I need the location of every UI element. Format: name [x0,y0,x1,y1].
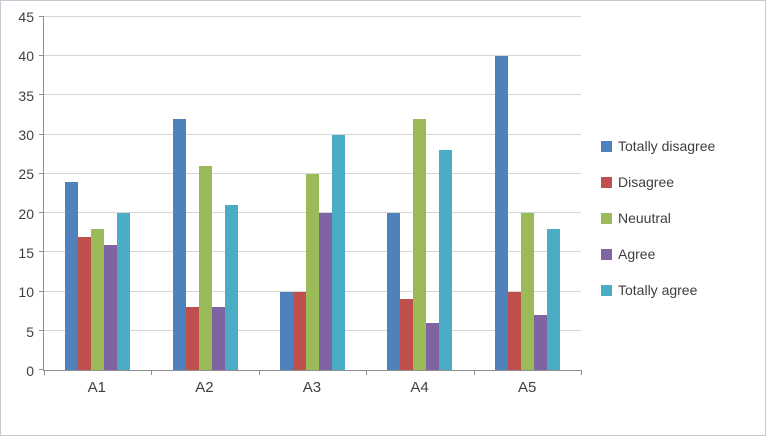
y-tick-mark [39,16,44,17]
x-axis-label: A2 [195,379,214,396]
legend-swatch-icon [601,176,612,188]
x-axis-label: A5 [517,379,537,396]
x-tick-mark [44,370,45,375]
y-tick-label: 20 [18,205,34,222]
y-tick-mark [39,212,44,214]
legend-label: Agree [618,246,656,262]
x-axis-labels: A1 A2 A3 A4 A5 [43,379,581,396]
legend-item: Neuutral [601,210,715,226]
y-tick-mark [39,133,44,135]
x-tick-mark [366,370,368,375]
bar [494,56,508,370]
bar-group-a3 [259,17,366,370]
legend-label: Totally agree [618,282,698,298]
bar [520,213,534,370]
bar [413,118,427,370]
y-tick-mark [39,329,44,331]
legend-label: Disagree [618,174,675,190]
bar [332,134,346,370]
bar [546,228,560,370]
bar [280,291,294,370]
y-tick-label: 35 [18,87,34,104]
gridline [44,133,581,135]
y-tick-label: 15 [18,245,34,261]
y-tick-label: 0 [26,363,34,379]
bar [439,150,453,370]
legend: Totally disagree Disagree Neuutral Agree Tot… [601,138,715,298]
legend-item: Totally agree [601,282,715,298]
bar [533,315,547,370]
bar [172,118,186,370]
bar-group-a1 [44,17,151,370]
x-tick-mark [151,370,153,375]
bar [91,228,105,370]
y-tick-mark [39,55,44,57]
legend-label: Totally disagree [618,138,716,154]
gridline [44,16,581,17]
bar [185,307,199,370]
y-tick-label: 45 [18,9,34,25]
x-tick-mark [258,370,260,375]
gridline [44,172,581,174]
y-tick-label: 5 [26,323,34,340]
x-axis-label: A3 [302,379,322,396]
plot-area [39,16,582,375]
y-tick-mark [39,290,44,292]
bar [224,205,238,370]
bar [507,291,521,370]
gridline [44,94,581,96]
legend-item: Totally disagree [601,138,715,154]
x-axis-label: A4 [410,379,429,396]
bar [104,244,118,370]
x-tick-mark [473,370,475,375]
x-axis-label: A1 [87,379,106,396]
legend-item: Agree [601,246,715,262]
legend-swatch-icon [601,140,612,152]
y-tick-mark [39,172,44,174]
bar [198,166,212,370]
y-tick-label: 10 [18,284,34,301]
bar-group-a2 [151,17,258,370]
bar [78,236,92,370]
y-axis-tick-labels: 0 5 10 15 20 25 30 35 40 45 [1,9,38,379]
bar [211,307,225,370]
bar [293,291,307,370]
bar [400,299,414,370]
bar-group-a5 [474,17,581,370]
bar-groups [44,17,581,370]
bar [387,213,401,370]
y-tick-label: 30 [18,127,34,143]
legend-swatch-icon [601,284,612,296]
y-tick-mark [39,94,44,96]
gridline [44,55,581,57]
legend-swatch-icon [601,248,612,260]
y-tick-mark [39,251,44,253]
y-tick-label: 40 [18,48,34,65]
bar [306,173,320,370]
bar-group-a4 [366,17,473,370]
bar [426,322,440,370]
legend-swatch-icon [601,212,612,224]
y-tick-label: 25 [18,166,34,183]
legend-label: Neuutral [618,210,671,226]
bar [117,213,131,370]
x-tick-mark [581,370,582,375]
bar [65,181,79,370]
y-tick-mark [39,369,44,370]
legend-item: Disagree [601,174,715,190]
bar [319,213,333,370]
